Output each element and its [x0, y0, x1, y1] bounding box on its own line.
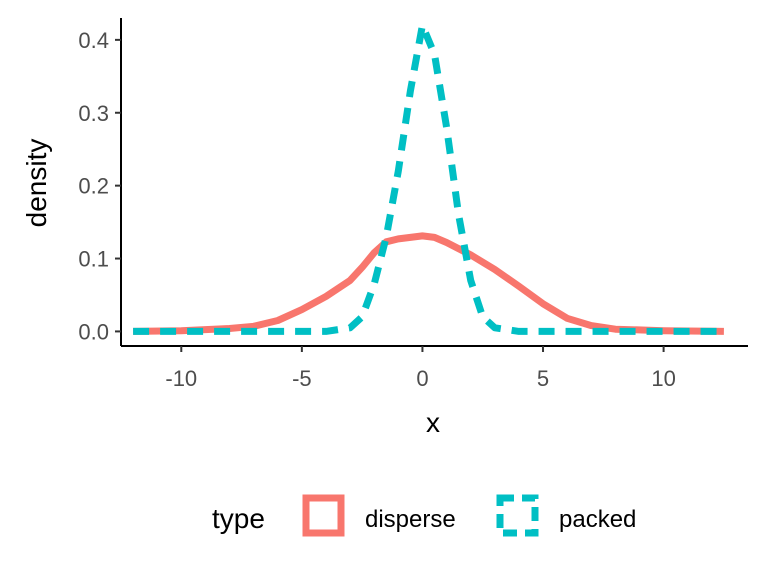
legend-label-disperse: disperse — [365, 506, 456, 533]
legend-keys: disperse packed — [302, 494, 636, 537]
legend-item-disperse: disperse — [302, 494, 456, 537]
x-tick-label: 10 — [651, 366, 675, 391]
legend-title: type — [212, 503, 265, 534]
y-tick-label: 0.3 — [78, 101, 109, 126]
x-tick-label: -10 — [165, 366, 197, 391]
y-tick-label: 0.2 — [78, 174, 109, 199]
x-tick-label: 5 — [537, 366, 549, 391]
series-line-packed — [133, 21, 724, 335]
plot-area — [133, 21, 724, 335]
x-tick-label: -5 — [292, 366, 312, 391]
x-tick-label: 0 — [416, 366, 428, 391]
y-axis-title: density — [21, 139, 52, 228]
y-tick-label: 0.1 — [78, 247, 109, 272]
legend: type disperse packed — [212, 494, 636, 537]
y-tick-label: 0.4 — [78, 28, 109, 53]
series-line-disperse — [133, 232, 724, 335]
legend-key-packed — [496, 494, 539, 537]
x-axis-title: x — [426, 407, 440, 438]
axes: 0.0 0.1 0.2 0.3 0.4 -10 -5 0 5 10 — [78, 18, 748, 391]
legend-key-disperse — [302, 494, 345, 537]
legend-label-packed: packed — [559, 506, 636, 533]
y-tick-label: 0.0 — [78, 319, 109, 344]
legend-item-packed: packed — [496, 494, 636, 537]
